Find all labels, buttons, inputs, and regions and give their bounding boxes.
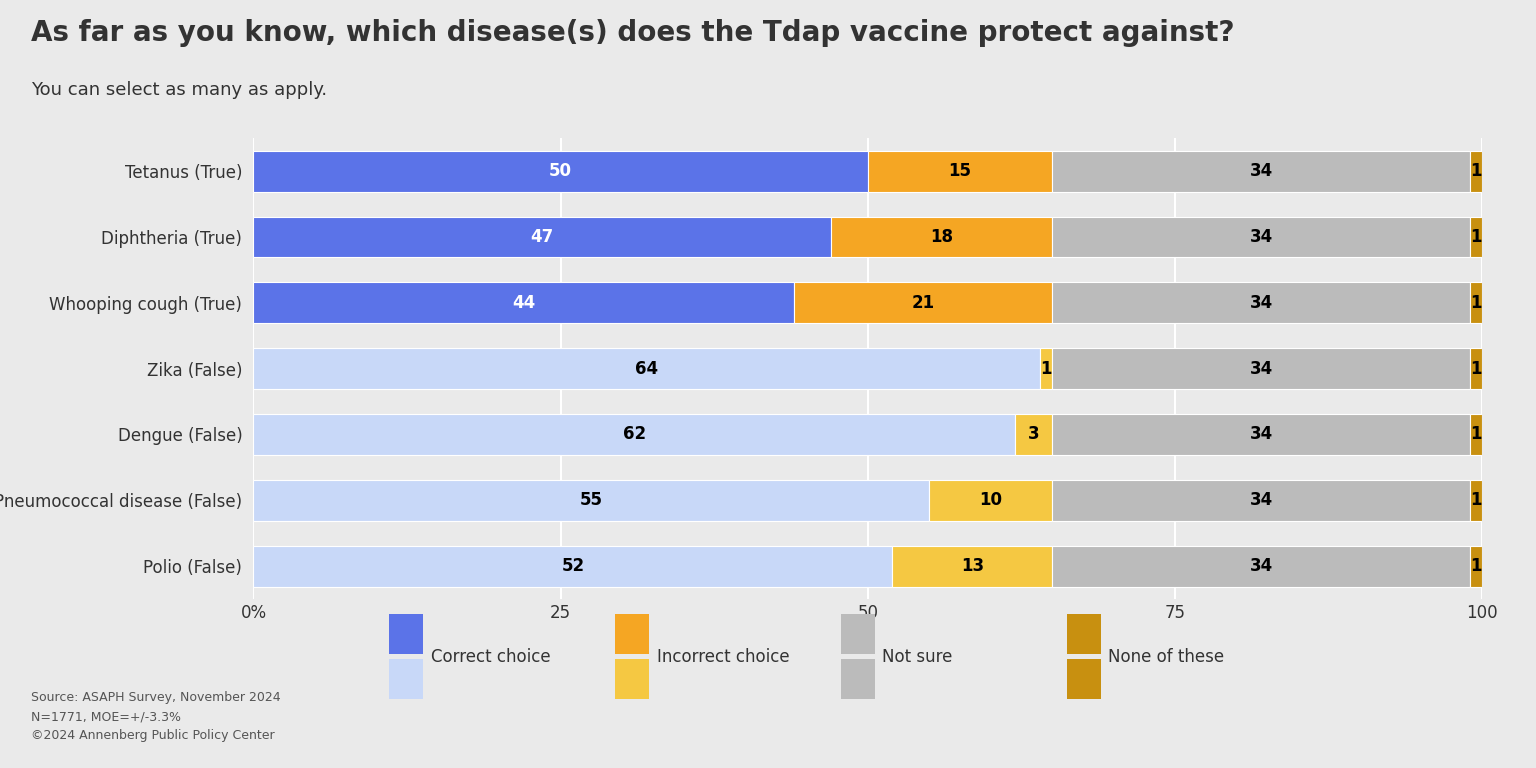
Bar — [1470, 480, 1482, 521]
Text: 55: 55 — [581, 492, 602, 509]
Bar — [253, 480, 929, 521]
Bar — [794, 283, 1052, 323]
Bar — [1470, 151, 1482, 191]
Text: 1: 1 — [1470, 228, 1482, 246]
Text: Correct choice: Correct choice — [430, 647, 550, 666]
Text: 1: 1 — [1470, 425, 1482, 443]
Text: 50: 50 — [550, 162, 571, 180]
Bar — [1052, 151, 1470, 191]
Text: 34: 34 — [1249, 294, 1273, 312]
Text: 34: 34 — [1249, 228, 1273, 246]
Text: 44: 44 — [511, 294, 536, 312]
Text: 62: 62 — [622, 425, 647, 443]
Bar — [253, 348, 1040, 389]
Bar — [1040, 348, 1052, 389]
Bar — [892, 546, 1052, 587]
Text: 34: 34 — [1249, 492, 1273, 509]
Bar — [1015, 414, 1052, 455]
Bar — [929, 480, 1052, 521]
Text: 34: 34 — [1249, 425, 1273, 443]
Text: 64: 64 — [634, 359, 659, 378]
Bar — [1052, 480, 1470, 521]
Text: Incorrect choice: Incorrect choice — [657, 647, 790, 666]
Text: As far as you know, which disease(s) does the Tdap vaccine protect against?: As far as you know, which disease(s) doe… — [31, 19, 1235, 47]
Text: You can select as many as apply.: You can select as many as apply. — [31, 81, 327, 98]
Text: 1: 1 — [1040, 359, 1052, 378]
Bar — [1052, 546, 1470, 587]
Bar — [1470, 348, 1482, 389]
Bar — [253, 546, 892, 587]
Bar — [1052, 217, 1470, 257]
Text: 21: 21 — [911, 294, 935, 312]
Bar — [1470, 217, 1482, 257]
Text: 18: 18 — [931, 228, 952, 246]
Text: 34: 34 — [1249, 162, 1273, 180]
Text: None of these: None of these — [1109, 647, 1224, 666]
Bar — [253, 414, 1015, 455]
Text: 10: 10 — [980, 492, 1001, 509]
Bar — [1470, 546, 1482, 587]
Text: Source: ASAPH Survey, November 2024
N=1771, MOE=+/-3.3%
©2024 Annenberg Public P: Source: ASAPH Survey, November 2024 N=17… — [31, 691, 281, 742]
Bar — [831, 217, 1052, 257]
Text: 1: 1 — [1470, 359, 1482, 378]
Text: 52: 52 — [561, 557, 585, 575]
Text: 34: 34 — [1249, 557, 1273, 575]
Text: 3: 3 — [1028, 425, 1040, 443]
Text: 1: 1 — [1470, 162, 1482, 180]
Text: 47: 47 — [530, 228, 554, 246]
Bar — [1470, 414, 1482, 455]
Text: 34: 34 — [1249, 359, 1273, 378]
Bar — [253, 283, 794, 323]
Bar — [1470, 283, 1482, 323]
Bar — [1052, 414, 1470, 455]
Text: 1: 1 — [1470, 294, 1482, 312]
Text: 15: 15 — [949, 162, 971, 180]
Bar — [253, 217, 831, 257]
Text: 1: 1 — [1470, 557, 1482, 575]
Text: 13: 13 — [960, 557, 985, 575]
Bar — [253, 151, 868, 191]
Bar — [868, 151, 1052, 191]
Bar — [1052, 348, 1470, 389]
Text: 1: 1 — [1470, 492, 1482, 509]
Bar — [1052, 283, 1470, 323]
Text: Not sure: Not sure — [882, 647, 952, 666]
